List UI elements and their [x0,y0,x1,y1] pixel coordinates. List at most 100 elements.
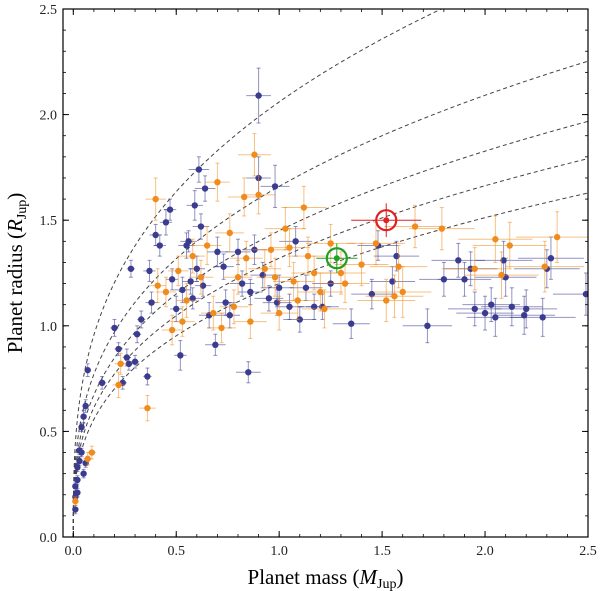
marker [455,257,462,264]
x-axis-title-sub: Jup [377,577,396,591]
marker [327,240,334,247]
series-blue-point-37 [180,230,197,253]
marker [222,299,229,306]
series-blue-point-9 [80,409,87,424]
marker [300,204,308,211]
series-blue-point-20 [124,356,133,371]
marker [162,288,170,296]
series-orange-point-19 [215,213,245,253]
marker [348,320,355,327]
marker [214,248,221,256]
marker [187,278,194,285]
marker [368,290,376,298]
series-orange-point-7 [149,268,166,304]
series-blue-point-12 [80,468,87,479]
series-orange-point-23 [229,240,263,276]
marker [438,225,446,232]
series-blue-point-10 [82,399,89,413]
series-blue-point-72 [351,278,393,310]
marker [197,223,205,230]
series-blue-point-48 [207,236,228,268]
marker [133,331,141,338]
marker [286,244,293,251]
series-orange-point-27 [248,249,282,289]
series-blue-point-88 [509,297,576,337]
marker [111,324,118,332]
marker [117,360,124,368]
marker [243,255,250,262]
series-blue-point-92 [402,308,453,344]
y-axis-title-prefix: Planet radius ( [3,232,27,353]
marker [461,276,468,283]
series-orange-point-20 [219,289,249,325]
marker [197,274,205,281]
y-axis-title: Planet radius (RJup) [3,193,30,354]
marker [127,265,135,272]
x-axis-title: Planet mass (MJup) [248,565,404,591]
series-orange-point-41 [316,251,366,295]
y-tick-label: 0.0 [40,531,58,546]
marker [115,345,122,353]
marker [488,301,495,308]
series-blue-point-22 [130,354,140,369]
series-orange-point-17 [205,162,230,202]
series-blue-point-26 [143,259,156,282]
marker [177,352,184,359]
marker [255,92,262,99]
marker [292,238,299,245]
series-blue-point-45 [194,175,216,202]
series-blue-point-84 [474,257,537,297]
marker [391,293,398,300]
marker [337,269,345,277]
marker [183,297,190,304]
x-tick-label: 1.0 [270,544,288,559]
curve-2 [72,60,588,537]
marker [234,248,242,256]
series-orange-point-0 [72,496,79,506]
marker [152,231,159,239]
marker [156,242,163,249]
series-orange-point-4 [114,352,127,375]
highlighted-planets [316,203,422,273]
marker [193,265,201,272]
y-tick-label: 2.0 [40,109,58,124]
plot-frame [62,8,589,538]
series-orange-point-54 [472,221,547,270]
series-orange-point-30 [260,295,298,331]
marker [74,464,81,471]
marker [234,274,242,281]
series-blue-point-24 [137,310,146,329]
series-blue-point-90 [518,236,584,280]
series-orange-point-10 [168,255,189,287]
series-blue-point-46 [198,302,220,329]
series-blue-point-91 [553,272,588,316]
x-tick-label: 1.5 [373,544,391,559]
marker [282,225,289,232]
series-orange-point-39 [301,289,348,329]
marker [294,297,301,304]
series-blue-point-40 [186,190,203,221]
marker [240,193,248,201]
marker [212,341,219,349]
series-orange-point-11 [170,306,195,337]
series-orange-point-45 [357,278,416,323]
marker [395,263,402,270]
axis-ticks: 0.0 0.5 1.0 1.5 2.0 2.5 0.0 0.5 1.0 1.5 2.0 2.5 [40,3,597,559]
y-tick-label: 1.5 [40,214,58,229]
marker [251,151,258,158]
marker [80,413,87,420]
marker [271,183,279,190]
series-blue-point-39 [184,287,201,310]
marker [78,423,85,431]
marker [582,290,588,298]
marker [185,238,192,245]
series-orange-point-47 [369,245,428,289]
series-orange-point-13 [180,238,206,274]
series-blue-point-25 [143,367,152,386]
series-orange-point-21 [223,259,253,295]
series-blue-point-85 [480,287,543,327]
x-tick-label: 2.5 [579,544,597,559]
curve-1 [72,9,443,537]
series-orange-point-15 [192,226,222,266]
marker [138,316,145,323]
